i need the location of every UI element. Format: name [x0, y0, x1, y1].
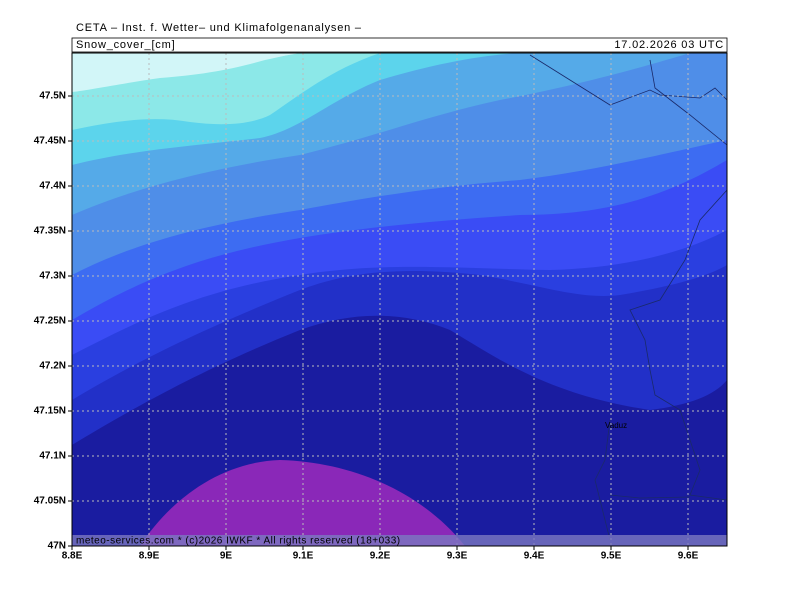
map-area: Vaduz meteo-services.com * (c)2026 IWKF …	[72, 53, 727, 547]
y-tick-label: 47.15N	[34, 406, 66, 417]
x-tick-label: 9.5E	[601, 551, 622, 562]
y-tick-label: 47.45N	[34, 136, 66, 147]
y-tick-label: 47N	[48, 541, 66, 552]
map-frame	[71, 52, 728, 547]
y-tick-label: 47.5N	[39, 91, 66, 102]
y-tick-label: 47.3N	[39, 271, 66, 282]
x-tick-label: 9.3E	[447, 551, 468, 562]
border-line	[649, 59, 727, 146]
x-tick-label: 9.4E	[524, 551, 545, 562]
y-tick-label: 47.35N	[34, 226, 66, 237]
y-tick-label: 47.1N	[39, 451, 66, 462]
border-line	[529, 54, 727, 106]
y-tick-label: 47.2N	[39, 361, 66, 372]
x-tick-label: 8.8E	[62, 551, 83, 562]
river-line	[594, 419, 611, 541]
x-tick-label: 9.1E	[293, 551, 314, 562]
x-tick-label: 9.2E	[370, 551, 391, 562]
footer-bar	[72, 535, 727, 546]
x-tick-label: 9.6E	[678, 551, 699, 562]
band-pale-2	[72, 53, 300, 92]
footer-text: meteo-services.com * (c)2026 IWKF * All …	[76, 536, 401, 547]
x-tick-label: 9E	[220, 551, 233, 562]
header-title: CETA – Inst. f. Wetter– und Klimafolgena…	[76, 22, 362, 34]
variable-label: Snow_cover_[cm]	[76, 39, 175, 51]
x-tick-label: 8.9E	[139, 551, 160, 562]
y-tick-label: 47.05N	[34, 496, 66, 507]
place-label: Vaduz	[605, 421, 627, 430]
valid-time: 17.02.2026 03 UTC	[614, 39, 724, 51]
y-tick-label: 47.4N	[39, 181, 66, 192]
header-box	[71, 37, 728, 53]
y-tick-label: 47.25N	[34, 316, 66, 327]
border-line	[609, 494, 691, 499]
